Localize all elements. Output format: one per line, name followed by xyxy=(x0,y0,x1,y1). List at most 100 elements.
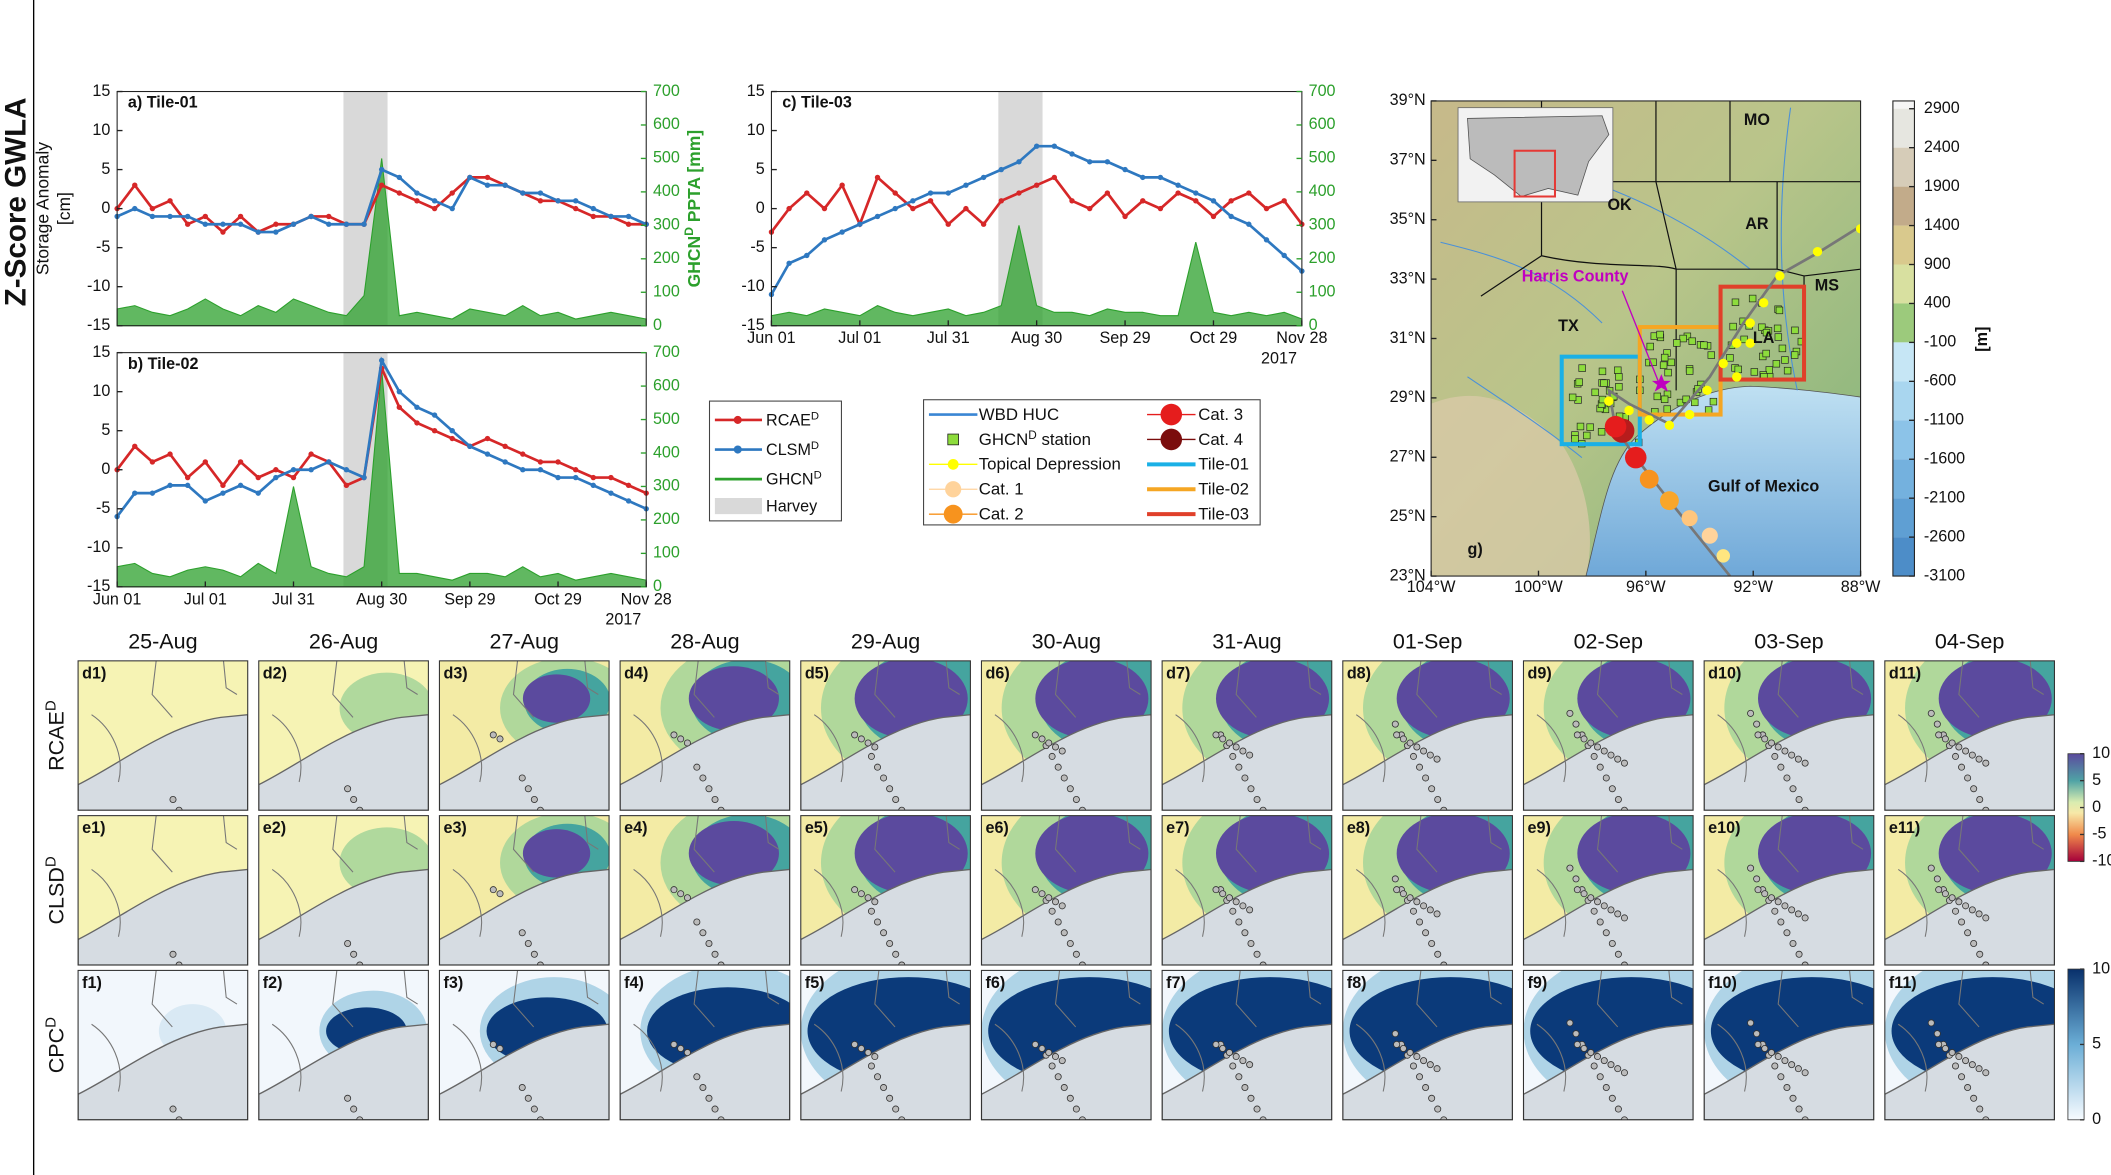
station xyxy=(1569,394,1576,401)
panel-track xyxy=(1615,796,1621,802)
panel-track xyxy=(1242,930,1248,936)
panel-track xyxy=(1567,1020,1573,1026)
panel-label: d5) xyxy=(805,664,829,682)
station xyxy=(1775,334,1782,341)
series-point xyxy=(432,198,437,203)
track-point xyxy=(1665,421,1674,430)
panel-track xyxy=(1615,1106,1621,1112)
series-point xyxy=(857,222,862,227)
panel-track xyxy=(872,899,878,905)
colorbar-band xyxy=(1893,381,1915,420)
panel-track xyxy=(1039,736,1045,742)
panel-track xyxy=(1052,744,1058,750)
series-point xyxy=(804,190,809,195)
series-point xyxy=(326,459,331,464)
x-tick-label: Jul 31 xyxy=(927,329,970,347)
station xyxy=(1774,325,1781,332)
panel-track xyxy=(1248,786,1254,792)
colorbar-tick-label: -2600 xyxy=(1924,527,1965,545)
panel-track xyxy=(1755,1041,1761,1047)
panel-track xyxy=(1621,760,1627,766)
colorbar-tick-label: -5 xyxy=(2092,825,2106,843)
panel-track xyxy=(345,786,351,792)
panel-track xyxy=(1936,1041,1942,1047)
series-point xyxy=(1228,198,1233,203)
panel-track xyxy=(1775,899,1781,905)
legend-sym xyxy=(948,434,959,445)
series-point xyxy=(1211,198,1216,203)
map-label: MS xyxy=(1815,277,1839,295)
colorbar-tick-label: 0 xyxy=(2092,798,2101,816)
series-point xyxy=(291,222,296,227)
panel-track xyxy=(1768,895,1774,901)
series-point xyxy=(1016,159,1021,164)
series-point xyxy=(1158,206,1163,211)
series-point xyxy=(626,222,631,227)
panel-track xyxy=(497,736,503,742)
panel-track xyxy=(1073,796,1079,802)
panel-label: f3) xyxy=(443,974,463,992)
panel-track xyxy=(872,744,878,750)
panel-track xyxy=(1772,753,1778,759)
track-point xyxy=(1660,491,1679,510)
panel-track xyxy=(1394,732,1400,738)
panel-track xyxy=(1420,903,1426,909)
panel-track xyxy=(1796,1106,1802,1112)
station xyxy=(1782,357,1789,364)
panel-track xyxy=(1942,736,1948,742)
series-point xyxy=(1246,190,1251,195)
panel-track xyxy=(1230,753,1236,759)
station xyxy=(1583,432,1590,439)
panel-track xyxy=(531,1106,537,1112)
panel-label: d11) xyxy=(1889,664,1921,682)
panel-track xyxy=(1768,740,1774,746)
panel-track xyxy=(1601,748,1607,754)
station xyxy=(1654,393,1661,400)
panel-track xyxy=(1588,740,1594,746)
series-point xyxy=(132,490,137,495)
series-point xyxy=(432,206,437,211)
y2-tick-label: 0 xyxy=(653,316,662,334)
series-point xyxy=(167,451,172,456)
panel-track xyxy=(1775,744,1781,750)
station xyxy=(1784,367,1791,374)
panel-track xyxy=(1240,748,1246,754)
series-point xyxy=(203,498,208,503)
colorbar-tick-label: -2100 xyxy=(1924,488,1965,506)
date-header: 25-Aug xyxy=(128,630,197,654)
track-point xyxy=(1732,372,1741,381)
series-point xyxy=(573,467,578,472)
station xyxy=(1657,331,1664,338)
track-point xyxy=(1702,528,1718,544)
panel-track xyxy=(1032,1041,1038,1047)
panel-label: f7) xyxy=(1166,974,1186,992)
date-header: 03-Sep xyxy=(1754,630,1823,654)
station xyxy=(1773,360,1780,367)
series-point xyxy=(1087,206,1092,211)
series-point xyxy=(220,222,225,227)
series-point xyxy=(167,483,172,488)
panel-track xyxy=(1594,1053,1600,1059)
map-label: MO xyxy=(1744,111,1770,129)
station xyxy=(1587,424,1594,431)
series-point xyxy=(1158,175,1163,180)
series-point xyxy=(132,444,137,449)
panel-label: d4) xyxy=(624,664,648,682)
panel-track xyxy=(1778,764,1784,770)
colorbar-band xyxy=(1893,148,1915,187)
station xyxy=(1749,295,1756,302)
colorbar-tick-label: -1100 xyxy=(1924,411,1964,429)
series-point xyxy=(203,222,208,227)
panel-core xyxy=(523,829,590,877)
map-legend-label: Tile-02 xyxy=(1198,480,1249,499)
panel-label: d1) xyxy=(82,664,106,682)
panel-track xyxy=(893,951,899,957)
panel-track xyxy=(1220,1045,1226,1051)
series-point xyxy=(485,183,490,188)
panel-track xyxy=(1230,1063,1236,1069)
panel-track xyxy=(531,796,537,802)
panel-track xyxy=(887,786,893,792)
panel-track xyxy=(712,796,718,802)
panel-track xyxy=(1936,887,1942,893)
panel-track xyxy=(1248,940,1254,946)
